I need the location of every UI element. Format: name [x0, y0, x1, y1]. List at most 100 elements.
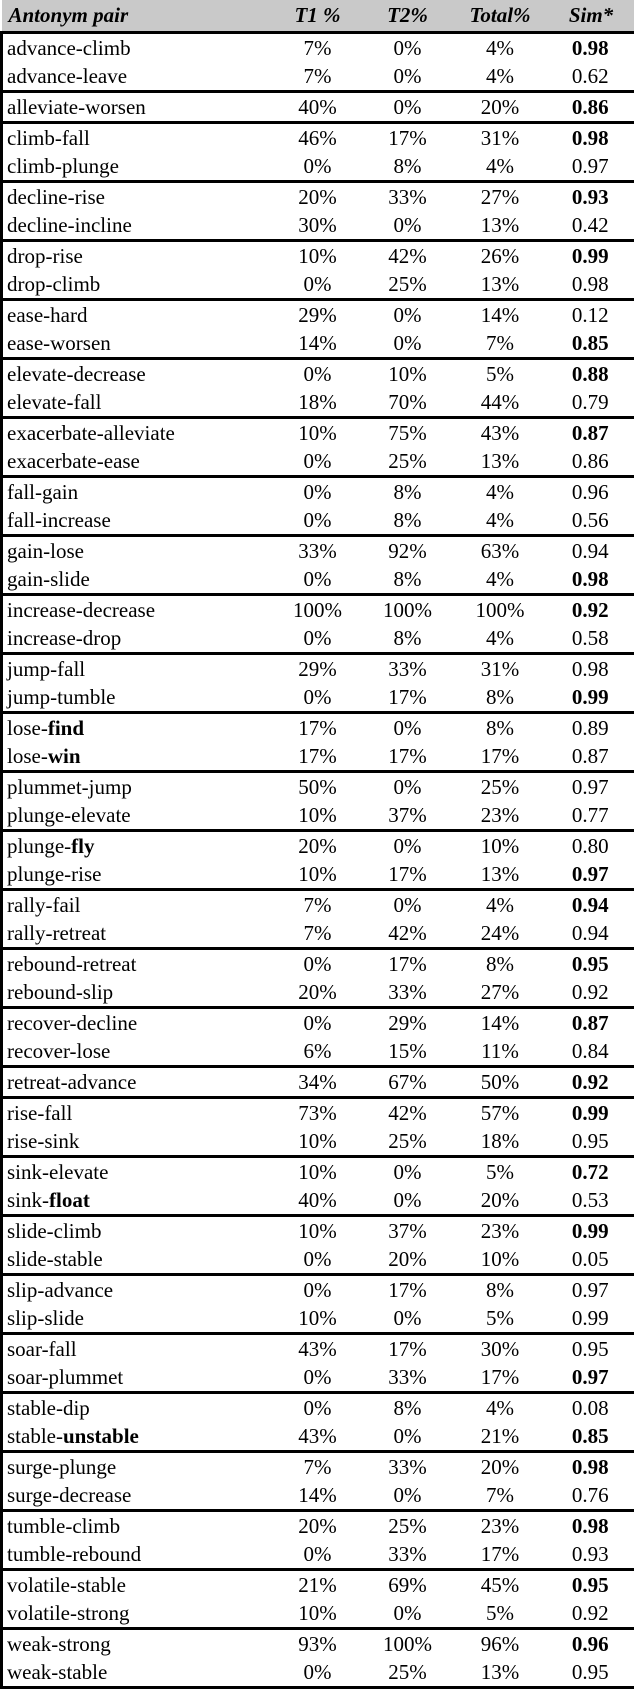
sim-cell: 0.98	[571, 35, 609, 60]
t2-cell: 33%	[388, 979, 427, 1004]
pair-text: stable-dip	[7, 1395, 90, 1420]
pair-cell: slip-advance	[2, 1275, 274, 1305]
table-row: volatile-strong 10% 0% 5% 0.92	[2, 1599, 634, 1629]
pair-text: alleviate-worsen	[7, 94, 146, 119]
pair-cell: recover-lose	[2, 1037, 274, 1067]
t1-cell: 100%	[293, 597, 342, 622]
t2-cell: 75%	[388, 420, 427, 445]
pair-text: slip-advance	[7, 1277, 114, 1302]
t1-cell: 0%	[303, 271, 332, 296]
sim-cell: 0.08	[571, 1395, 609, 1420]
total-cell: 17%	[480, 1364, 520, 1389]
total-cell: 57%	[480, 1100, 520, 1125]
t2-cell: 8%	[393, 625, 422, 650]
pair-cell: fall-gain	[2, 477, 274, 507]
pair-text-bold: find	[47, 715, 85, 740]
sim-cell: 0.96	[571, 1631, 609, 1656]
total-cell: 50%	[480, 1069, 520, 1094]
table-row: exacerbate-ease 0% 25% 13% 0.86	[2, 447, 634, 477]
sim-cell: 0.88	[571, 361, 609, 386]
t1-cell: 0%	[303, 153, 332, 178]
row-group: retreat-advance 34% 67% 50% 0.92	[1, 1066, 634, 1098]
sim-cell: 0.92	[571, 1069, 609, 1094]
t1-cell: 10%	[298, 420, 337, 445]
sim-cell: 0.97	[571, 774, 609, 799]
row-group: tumble-climb 20% 25% 23% 0.98 tumble-reb…	[1, 1510, 634, 1570]
table-row: slip-slide 10% 0% 5% 0.99	[2, 1304, 634, 1334]
pair-text: weak-stable	[7, 1659, 108, 1684]
t2-cell: 15%	[388, 1038, 427, 1063]
pair-text: decline-rise	[7, 184, 105, 209]
pair-cell: rise-sink	[2, 1127, 274, 1157]
t1-cell: 14%	[298, 1482, 337, 1507]
row-group: fall-gain 0% 8% 4% 0.96 fall-increase 0%…	[1, 476, 634, 536]
t1-cell: 10%	[298, 861, 337, 886]
t2-cell: 42%	[388, 243, 427, 268]
total-cell: 8%	[486, 715, 514, 740]
t1-cell: 30%	[298, 212, 337, 237]
pair-cell: elevate-fall	[2, 388, 274, 418]
t1-cell: 0%	[303, 361, 332, 386]
row-group: decline-rise 20% 33% 27% 0.93 decline-in…	[1, 181, 634, 241]
t2-cell: 67%	[388, 1069, 427, 1094]
row-group: gain-lose 33% 92% 63% 0.94 gain-slide 0%…	[1, 535, 634, 595]
row-group: lose-find 17% 0% 8% 0.89 lose-win 17% 17…	[1, 712, 634, 772]
t2-cell: 0%	[393, 35, 422, 60]
table-row: retreat-advance 34% 67% 50% 0.92	[2, 1067, 634, 1098]
pair-text: decline-incline	[7, 212, 132, 237]
pair-cell: gain-lose	[2, 536, 274, 566]
pair-cell: rebound-retreat	[2, 949, 274, 979]
row-group: plunge-fly 20% 0% 10% 0.80 plunge-rise 1…	[1, 830, 634, 890]
t2-cell: 0%	[393, 212, 422, 237]
table-row: decline-rise 20% 33% 27% 0.93	[2, 182, 634, 212]
pair-text: jump-tumble	[7, 684, 116, 709]
table-row: weak-stable 0% 25% 13% 0.95	[2, 1658, 634, 1688]
pair-text: ease-hard	[7, 302, 88, 327]
sim-cell: 0.53	[571, 1187, 609, 1212]
t2-cell: 10%	[388, 361, 427, 386]
row-group: alleviate-worsen 40% 0% 20% 0.86	[1, 91, 634, 123]
total-cell: 23%	[480, 1218, 520, 1243]
row-group: sink-elevate 10% 0% 5% 0.72 sink-float 4…	[1, 1156, 634, 1216]
t2-cell: 0%	[393, 1187, 422, 1212]
t2-cell: 100%	[383, 1631, 432, 1656]
total-cell: 100%	[475, 597, 525, 622]
pair-cell: jump-tumble	[2, 683, 274, 713]
total-cell: 10%	[480, 1246, 520, 1271]
pair-cell: sink-float	[2, 1186, 274, 1216]
t1-cell: 43%	[298, 1423, 337, 1448]
total-cell: 4%	[486, 507, 514, 532]
sim-cell: 0.99	[571, 684, 609, 709]
total-cell: 4%	[486, 625, 514, 650]
table-row: tumble-rebound 0% 33% 17% 0.93	[2, 1540, 634, 1570]
pair-cell: weak-stable	[2, 1658, 274, 1688]
t2-cell: 25%	[388, 271, 427, 296]
table-row: weak-strong 93% 100% 96% 0.96	[2, 1629, 634, 1659]
total-cell: 27%	[480, 979, 520, 1004]
table-row: advance-climb 7% 0% 4% 0.98	[2, 33, 634, 63]
total-cell: 5%	[486, 1600, 514, 1625]
pair-cell: climb-plunge	[2, 152, 274, 182]
t1-cell: 0%	[303, 625, 332, 650]
sim-cell: 0.95	[571, 1128, 609, 1153]
pair-cell: drop-climb	[2, 270, 274, 300]
t1-cell: 0%	[303, 1395, 332, 1420]
pair-text: surge-plunge	[7, 1454, 117, 1479]
table-row: drop-rise 10% 42% 26% 0.99	[2, 241, 634, 271]
row-group: climb-fall 46% 17% 31% 0.98 climb-plunge…	[1, 122, 634, 182]
sim-cell: 0.12	[571, 302, 609, 327]
total-cell: 4%	[486, 63, 514, 88]
t2-cell: 0%	[393, 1159, 422, 1184]
row-group: jump-fall 29% 33% 31% 0.98 jump-tumble 0…	[1, 653, 634, 713]
t1-cell: 10%	[298, 1159, 337, 1184]
table-row: jump-fall 29% 33% 31% 0.98	[2, 654, 634, 684]
sim-cell: 0.98	[571, 1513, 609, 1538]
pair-cell: plunge-fly	[2, 831, 274, 861]
pair-cell: advance-climb	[2, 33, 274, 63]
table-row: slide-stable 0% 20% 10% 0.05	[2, 1245, 634, 1275]
table-row: fall-increase 0% 8% 4% 0.56	[2, 506, 634, 536]
pair-cell: fall-increase	[2, 506, 274, 536]
total-cell: 23%	[480, 802, 520, 827]
row-group: soar-fall 43% 17% 30% 0.95 soar-plummet …	[1, 1333, 634, 1393]
